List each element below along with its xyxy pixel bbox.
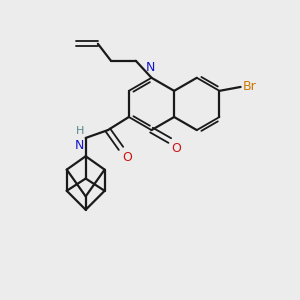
Text: N: N [145, 61, 155, 74]
Text: H: H [76, 126, 84, 136]
Text: O: O [122, 151, 132, 164]
Text: N: N [75, 140, 84, 152]
Text: Br: Br [243, 80, 257, 93]
Text: O: O [171, 142, 181, 155]
